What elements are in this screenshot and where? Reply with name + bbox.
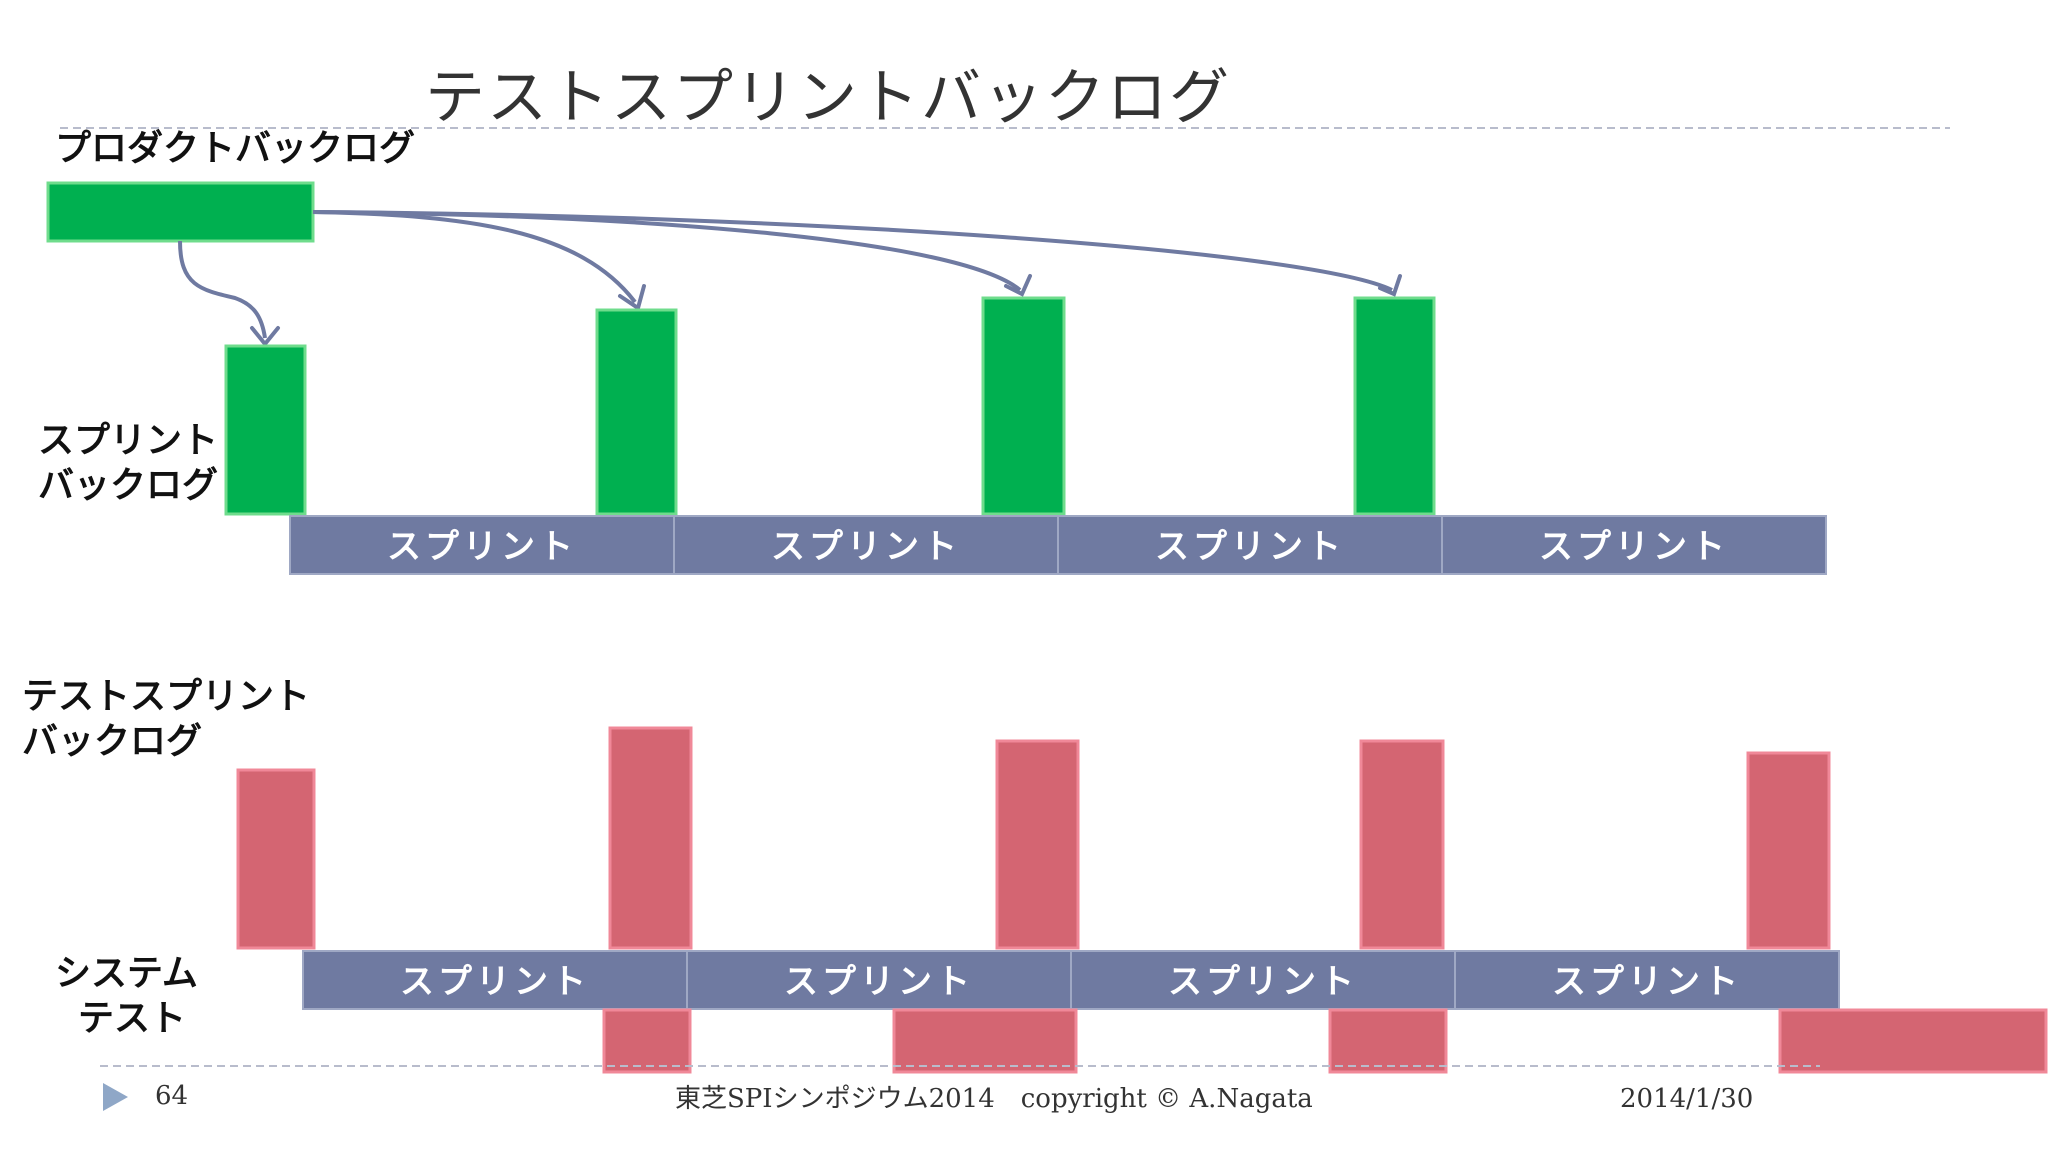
- system-test-label-line1: システム: [55, 953, 198, 994]
- product-backlog-box: [46, 181, 315, 243]
- test-sprint-backlog-box-5: [1746, 751, 1831, 950]
- bottom-sprint-label-3: スプリント: [1168, 962, 1358, 1002]
- sprint-backlog-label-line1: スプリント: [38, 420, 218, 461]
- arrowhead-3: [1004, 274, 1032, 297]
- test-sprint-backlog-box-4: [1359, 739, 1445, 950]
- top-sprint-label-1: スプリント: [387, 527, 577, 567]
- top-sprint-bar-1: [289, 515, 675, 575]
- sprint-backlog-box-4: [1353, 296, 1436, 516]
- bottom-sprint-label-4: スプリント: [1552, 962, 1742, 1002]
- arrow-to-sprint-backlog-2: [312, 210, 637, 304]
- top-sprint-bar-4: [1441, 515, 1827, 575]
- system-test-box-2: [892, 1008, 1078, 1074]
- system-test-box-1: [602, 1008, 692, 1074]
- bottom-sprint-bar-1: [302, 950, 688, 1010]
- footer-copyright: 東芝SPIシンポジウム2014 copyright © A.Nagata: [675, 1084, 1313, 1114]
- top-sprint-label-3: スプリント: [1155, 527, 1345, 567]
- arrowhead-2: [618, 284, 646, 312]
- arrow-to-sprint-backlog-1: [178, 240, 267, 339]
- bottom-sprint-bar-3: [1070, 950, 1456, 1010]
- bottom-sprint-label-2: スプリント: [784, 962, 974, 1002]
- product-backlog-label: プロダクトバックログ: [55, 128, 415, 169]
- footer-date: 2014/1/30: [1620, 1084, 1753, 1114]
- bottom-sprint-label-1: スプリント: [400, 962, 590, 1002]
- top-sprint-label-2: スプリント: [771, 527, 961, 567]
- system-test-box-3: [1328, 1008, 1448, 1074]
- slide-title: テストスプリントバックログ: [425, 63, 1231, 133]
- top-sprint-label-4: スプリント: [1539, 527, 1729, 567]
- page-number: 64: [155, 1081, 188, 1111]
- system-test-label-line2: テスト: [78, 998, 186, 1039]
- arrowhead-1: [250, 326, 280, 348]
- arrow-to-sprint-backlog-4: [312, 210, 1393, 292]
- system-test-box-4: [1778, 1008, 2048, 1074]
- bottom-sprint-bar-2: [686, 950, 1072, 1010]
- arrowhead-4: [1378, 274, 1402, 297]
- sprint-backlog-box-2: [595, 308, 678, 516]
- test-sprint-backlog-box-2: [608, 726, 693, 950]
- test-sprint-backlog-box-1: [236, 768, 316, 950]
- footer-triangle-icon: [103, 1083, 128, 1111]
- test-sprint-backlog-label-line2: バックログ: [22, 721, 202, 762]
- sprint-backlog-box-3: [981, 296, 1066, 516]
- arrow-to-sprint-backlog-3: [312, 210, 1022, 292]
- sprint-backlog-box-1: [224, 344, 307, 516]
- test-sprint-backlog-box-3: [995, 739, 1080, 950]
- bottom-sprint-bar-4: [1454, 950, 1840, 1010]
- test-sprint-backlog-label-line1: テストスプリント: [22, 676, 310, 717]
- sprint-backlog-label-line2: バックログ: [38, 465, 218, 506]
- top-sprint-bar-3: [1057, 515, 1443, 575]
